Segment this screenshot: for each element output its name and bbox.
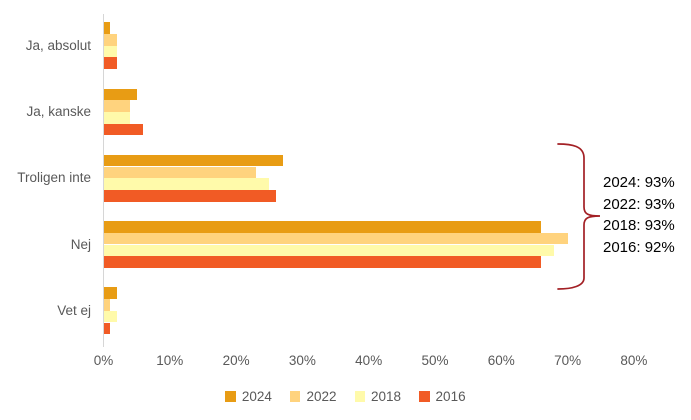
legend-swatch-icon bbox=[419, 391, 430, 402]
bar-2024-troligen-inte bbox=[103, 154, 283, 167]
annotation-line: 2018: 93% bbox=[603, 217, 675, 234]
bar-2018-vet-ej bbox=[103, 310, 117, 323]
legend-item-2016: 2016 bbox=[419, 389, 466, 404]
category-label: Troligen inte bbox=[17, 170, 91, 186]
category-label: Vet ej bbox=[57, 302, 91, 318]
legend-label: 2018 bbox=[371, 389, 402, 404]
bar-2024-ja-kanske bbox=[103, 88, 137, 101]
bar-2022-nej bbox=[103, 232, 568, 245]
annotation-text: 2024: 93% 2022: 93% 2018: 93% 2016: 92% bbox=[603, 172, 675, 258]
bar-2022-ja-kanske bbox=[103, 100, 131, 112]
bar-2018-ja-kanske bbox=[103, 111, 131, 124]
legend-item-2022: 2022 bbox=[289, 389, 337, 404]
legend-swatch-icon bbox=[225, 391, 236, 402]
bar-2018-ja-absolut bbox=[103, 45, 117, 58]
legend: 2024 2022 2018 2016 bbox=[0, 389, 691, 404]
bar-2016-ja-kanske bbox=[103, 123, 144, 136]
axis-tick-label: 10% bbox=[156, 353, 184, 368]
axis-tick-label: 80% bbox=[620, 353, 648, 368]
category-label: Ja, absolut bbox=[25, 37, 91, 53]
axis-tick-label: 20% bbox=[222, 353, 250, 368]
category-axis-line bbox=[102, 14, 104, 347]
axis-tick-label: 70% bbox=[554, 353, 582, 368]
plot-area bbox=[103, 22, 568, 335]
legend-label: 2022 bbox=[306, 389, 337, 404]
category-axis-labels: Ja, absolut Ja, kanske Troligen inte Nej Vet… bbox=[0, 0, 91, 360]
value-axis-labels: 0% 10% 20% 30% 40% 50% 60% 70% 80% bbox=[0, 353, 691, 371]
legend-label: 2024 bbox=[241, 389, 272, 404]
axis-tick-label: 40% bbox=[355, 353, 383, 368]
bar-2024-nej bbox=[103, 221, 542, 233]
bar-2016-ja-absolut bbox=[103, 57, 117, 69]
bar-2022-troligen-inte bbox=[103, 166, 256, 179]
category-label: Ja, kanske bbox=[26, 103, 91, 119]
bar-2016-troligen-inte bbox=[103, 189, 276, 202]
legend-swatch-icon bbox=[289, 391, 301, 402]
legend-item-2018: 2018 bbox=[354, 389, 402, 404]
annotation-line: 2024: 93% bbox=[603, 174, 675, 191]
legend-label: 2016 bbox=[435, 389, 466, 404]
bar-2024-vet-ej bbox=[103, 287, 117, 300]
axis-tick-label: 60% bbox=[487, 353, 515, 368]
axis-tick-label: 30% bbox=[288, 353, 316, 368]
legend-swatch-icon bbox=[354, 391, 365, 402]
bar-2016-vet-ej bbox=[103, 322, 111, 335]
curly-brace bbox=[557, 143, 601, 290]
bar-2024-ja-absolut bbox=[103, 22, 111, 34]
axis-tick-label: 50% bbox=[421, 353, 449, 368]
bar-2022-vet-ej bbox=[103, 299, 111, 311]
annotation-line: 2016: 92% bbox=[603, 238, 675, 256]
bar-2022-ja-absolut bbox=[103, 33, 117, 46]
category-label: Nej bbox=[70, 236, 91, 252]
annotation-line: 2022: 93% bbox=[603, 195, 675, 213]
bar-2018-troligen-inte bbox=[103, 178, 270, 190]
legend-item-2024: 2024 bbox=[225, 389, 272, 404]
curly-brace-path bbox=[557, 143, 601, 290]
bar-2018-nej bbox=[103, 244, 555, 257]
bar-2016-nej bbox=[103, 256, 542, 268]
axis-tick-label: 0% bbox=[93, 353, 114, 368]
